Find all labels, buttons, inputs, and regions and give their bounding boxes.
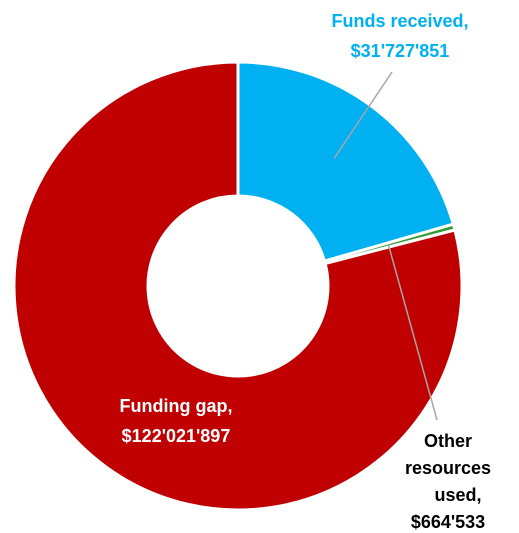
donut-slices [12, 60, 464, 512]
label-other-resources-line2: resources [405, 458, 491, 478]
label-other-resources-line3: used, [434, 485, 481, 505]
label-funds-received-name: Funds received, [331, 11, 468, 31]
slice-funds-received [236, 60, 456, 264]
leader-line-funds-received [333, 71, 393, 159]
label-other-resources-line1: Other [424, 431, 472, 451]
label-funding-gap-value: $122'021'897 [122, 426, 231, 446]
label-other-resources-value: $664'533 [411, 512, 485, 532]
label-funds-received-value: $31'727'851 [351, 41, 450, 61]
label-funding-gap-name: Funding gap, [120, 396, 233, 416]
slice-funding-gap [12, 60, 464, 512]
leader-lines [333, 71, 438, 421]
leader-line-other-resources [387, 244, 438, 421]
